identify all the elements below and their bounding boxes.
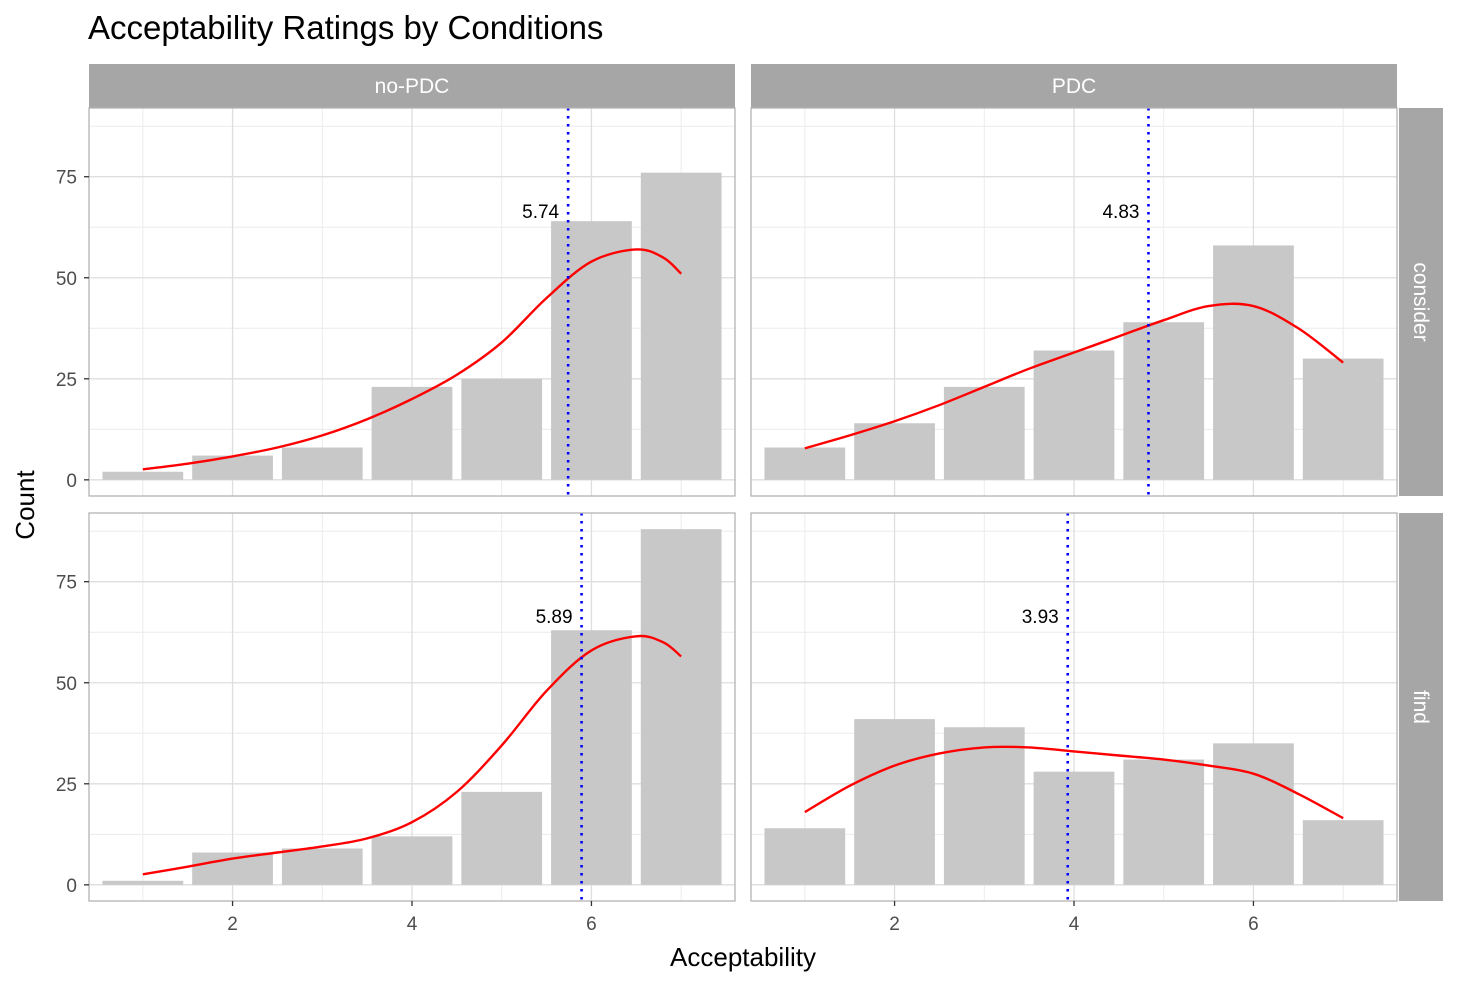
panel-border <box>750 107 1398 497</box>
bar <box>281 447 363 480</box>
y-tick-label: 50 <box>56 674 77 695</box>
mean-label: 5.89 <box>536 607 573 628</box>
panel-border <box>88 107 736 497</box>
bar <box>640 172 722 480</box>
bar <box>1302 820 1384 885</box>
chart-title: Acceptability Ratings by Conditions <box>88 9 603 46</box>
bar <box>551 630 632 885</box>
y-tick-label: 25 <box>56 370 77 391</box>
bar <box>854 719 935 885</box>
bar <box>764 447 846 480</box>
bar <box>1213 743 1294 885</box>
x-tick-label: 2 <box>227 914 238 935</box>
x-axis-title: Acceptability <box>670 942 816 972</box>
bar <box>1033 350 1115 480</box>
bar <box>640 529 722 885</box>
mean-label: 5.74 <box>522 202 559 223</box>
bar <box>371 386 453 480</box>
row-strip <box>1399 108 1443 496</box>
x-tick-label: 6 <box>586 914 597 935</box>
y-axis-title: Count <box>10 470 40 540</box>
bar <box>1123 759 1205 885</box>
bar <box>102 471 184 480</box>
y-tick-label: 25 <box>56 775 77 796</box>
x-tick-label: 2 <box>889 914 900 935</box>
bar <box>943 386 1025 480</box>
bar <box>281 848 363 885</box>
mean-label: 4.83 <box>1102 202 1139 223</box>
density-curve <box>804 745 1344 820</box>
y-tick-label: 75 <box>56 573 77 594</box>
bar <box>102 880 184 885</box>
column-strip-label: PDC <box>1052 75 1096 98</box>
panels-layer: no-PDC PDC consider find 5.74 0 25 50 75 4.83 5.89… <box>56 64 1443 935</box>
bar <box>1123 322 1205 480</box>
density-curve <box>804 302 1344 450</box>
row-strip-label: find <box>1409 690 1432 724</box>
bar <box>854 423 935 480</box>
bar <box>1302 358 1384 480</box>
panel-no-PDC-find: 5.89 0 25 50 75 2 4 6 <box>56 512 736 935</box>
bar <box>461 791 543 885</box>
column-strip-label: no-PDC <box>375 75 450 98</box>
y-tick-label: 75 <box>56 168 77 189</box>
column-strip <box>89 64 735 108</box>
column-strip <box>751 64 1397 108</box>
density-curve <box>142 248 683 471</box>
bar <box>943 727 1025 885</box>
bar <box>551 221 632 480</box>
bar <box>1213 245 1294 480</box>
x-tick-label: 4 <box>407 914 418 935</box>
panel-PDC-find: 3.93 2 4 6 <box>750 512 1398 935</box>
panel-no-PDC-consider: 5.74 0 25 50 75 <box>56 107 736 497</box>
bar <box>371 836 453 885</box>
row-strip <box>1399 513 1443 901</box>
mean-label: 3.93 <box>1022 607 1059 628</box>
bar <box>764 828 846 885</box>
x-tick-label: 4 <box>1069 914 1080 935</box>
bar <box>1033 771 1115 885</box>
x-tick-label: 6 <box>1248 914 1259 935</box>
bar <box>461 378 543 480</box>
row-strip-label: consider <box>1409 262 1432 341</box>
panel-PDC-consider: 4.83 <box>750 107 1398 497</box>
density-curve <box>142 634 682 876</box>
y-tick-label: 50 <box>56 269 77 290</box>
y-tick-label: 0 <box>66 876 77 897</box>
y-tick-label: 0 <box>66 471 77 492</box>
bar <box>192 455 273 480</box>
